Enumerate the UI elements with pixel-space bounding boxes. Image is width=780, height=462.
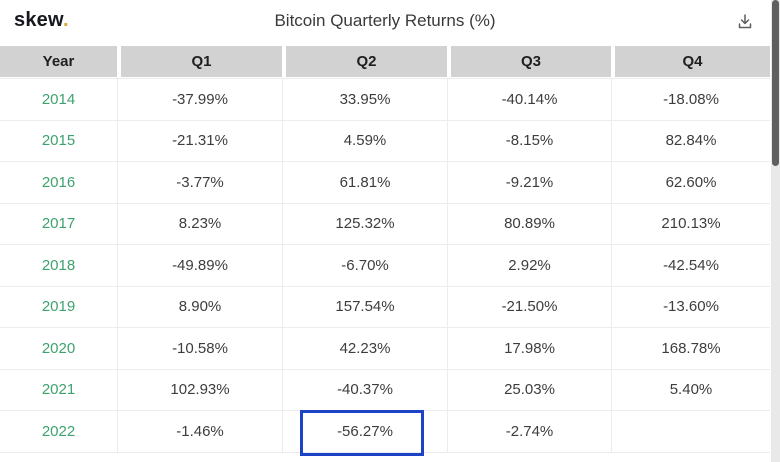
download-button[interactable] bbox=[732, 9, 758, 35]
table-row: 2018 -49.89% -6.70% 2.92% -42.54% bbox=[0, 245, 770, 287]
value-cell-q1: -49.89% bbox=[117, 245, 282, 286]
vertical-scrollbar-track[interactable] bbox=[771, 0, 780, 462]
table-row: 2015 -21.31% 4.59% -8.15% 82.84% bbox=[0, 120, 770, 162]
column-header-year: Year bbox=[0, 46, 117, 77]
value-cell-q3: -2.74% bbox=[447, 411, 611, 452]
year-cell: 2019 bbox=[41, 298, 76, 316]
table-row: 2021 102.93% -40.37% 25.03% 5.40% bbox=[0, 369, 770, 411]
table-row: 2019 8.90% 157.54% -21.50% -13.60% bbox=[0, 286, 770, 328]
value-cell-q3: 2.92% bbox=[447, 245, 611, 286]
column-header-q2: Q2 bbox=[286, 46, 447, 77]
year-cell: 2022 bbox=[41, 422, 76, 440]
value-cell-q1: 8.90% bbox=[117, 286, 282, 327]
value-cell-q4 bbox=[611, 411, 770, 452]
value-cell-q2: 157.54% bbox=[282, 286, 447, 327]
top-bar: skew. Bitcoin Quarterly Returns (%) bbox=[0, 0, 770, 46]
value-cell-q2: -56.27% bbox=[282, 410, 447, 456]
table-row: 2022 -1.46% -56.27% -2.74% bbox=[0, 410, 770, 456]
value-cell-q3: -8.15% bbox=[447, 120, 611, 161]
page-title: Bitcoin Quarterly Returns (%) bbox=[274, 11, 496, 30]
column-header-q3: Q3 bbox=[451, 46, 611, 77]
value-cell-q1: -10.58% bbox=[117, 328, 282, 369]
column-header-q4: Q4 bbox=[615, 46, 770, 77]
value-cell-q1: -21.31% bbox=[117, 120, 282, 161]
vertical-scrollbar-thumb[interactable] bbox=[772, 0, 779, 166]
value-cell-q1: 102.93% bbox=[117, 369, 282, 410]
returns-table: Year Q1 Q2 Q3 Q4 2014 -37.99% 33.95% -40… bbox=[0, 46, 770, 456]
skew-logo: skew. bbox=[14, 9, 69, 32]
year-cell: 2014 bbox=[41, 90, 76, 108]
value-cell-q2: 42.23% bbox=[282, 328, 447, 369]
table-row: 2016 -3.77% 61.81% -9.21% 62.60% bbox=[0, 162, 770, 204]
year-cell: 2015 bbox=[41, 132, 76, 150]
value-cell-q4: -42.54% bbox=[611, 245, 770, 286]
value-cell-q2: -6.70% bbox=[282, 245, 447, 286]
value-cell-q3: -9.21% bbox=[447, 162, 611, 203]
value-cell-q3: 25.03% bbox=[447, 369, 611, 410]
value-cell-q2: 125.32% bbox=[282, 203, 447, 244]
value-cell-q4: 210.13% bbox=[611, 203, 770, 244]
value-cell-q4: -13.60% bbox=[611, 286, 770, 327]
year-cell: 2016 bbox=[41, 173, 76, 191]
year-cell: 2018 bbox=[41, 256, 76, 274]
value-cell-q4: 82.84% bbox=[611, 120, 770, 161]
value-cell-q1: -37.99% bbox=[117, 79, 282, 120]
value-cell-q3: 80.89% bbox=[447, 203, 611, 244]
table-header-row: Year Q1 Q2 Q3 Q4 bbox=[0, 46, 770, 77]
value-cell-q3: -40.14% bbox=[447, 79, 611, 120]
download-icon bbox=[735, 12, 755, 32]
year-cell: 2021 bbox=[41, 381, 76, 399]
table-body: 2014 -37.99% 33.95% -40.14% -18.08% 2015… bbox=[0, 78, 770, 456]
value-cell-q4: -18.08% bbox=[611, 79, 770, 120]
value-cell-q2: 61.81% bbox=[282, 162, 447, 203]
value-cell-q2: 33.95% bbox=[282, 79, 447, 120]
value-cell-q4: 168.78% bbox=[611, 328, 770, 369]
value-cell-q3: 17.98% bbox=[447, 328, 611, 369]
table-row: 2017 8.23% 125.32% 80.89% 210.13% bbox=[0, 203, 770, 245]
value-cell-q3: -21.50% bbox=[447, 286, 611, 327]
table-row: 2020 -10.58% 42.23% 17.98% 168.78% bbox=[0, 328, 770, 370]
value-cell-q2: 4.59% bbox=[282, 120, 447, 161]
value-cell-q1: -3.77% bbox=[117, 162, 282, 203]
value-cell-q1: 8.23% bbox=[117, 203, 282, 244]
value-cell-q4: 62.60% bbox=[611, 162, 770, 203]
logo-text: skew bbox=[14, 9, 63, 31]
value-cell-q2: -40.37% bbox=[282, 369, 447, 410]
value-cell-q1: -1.46% bbox=[117, 411, 282, 452]
year-cell: 2020 bbox=[41, 339, 76, 357]
logo-dot: . bbox=[62, 9, 69, 31]
highlight-box bbox=[300, 410, 424, 456]
table-row: 2014 -37.99% 33.95% -40.14% -18.08% bbox=[0, 79, 770, 121]
year-cell: 2017 bbox=[41, 215, 76, 233]
column-header-q1: Q1 bbox=[121, 46, 282, 77]
value-cell-q4: 5.40% bbox=[611, 369, 770, 410]
